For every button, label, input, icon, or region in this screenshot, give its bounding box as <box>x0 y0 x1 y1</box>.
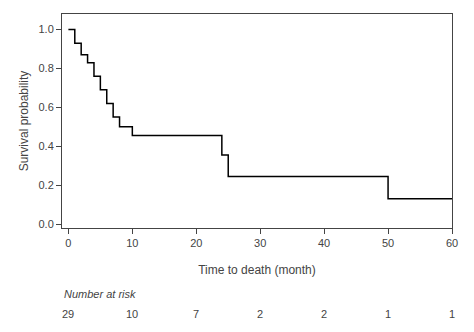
svg-text:0: 0 <box>65 237 71 249</box>
svg-text:50: 50 <box>382 237 394 249</box>
svg-text:0.6: 0.6 <box>39 101 54 113</box>
svg-text:10: 10 <box>126 308 138 320</box>
svg-text:Number at risk: Number at risk <box>64 288 136 300</box>
svg-text:0.2: 0.2 <box>39 179 54 191</box>
svg-text:Time to death (month): Time to death (month) <box>198 263 316 277</box>
svg-text:1: 1 <box>385 308 391 320</box>
svg-text:10: 10 <box>126 237 138 249</box>
svg-text:Survival probability: Survival probability <box>17 71 31 172</box>
svg-text:29: 29 <box>62 308 74 320</box>
svg-text:0.4: 0.4 <box>39 140 54 152</box>
svg-text:7: 7 <box>193 308 199 320</box>
svg-text:0.0: 0.0 <box>39 218 54 230</box>
svg-text:20: 20 <box>190 237 202 249</box>
svg-text:1: 1 <box>449 308 455 320</box>
svg-text:2: 2 <box>321 308 327 320</box>
svg-text:1.0: 1.0 <box>39 23 54 35</box>
svg-text:0.8: 0.8 <box>39 62 54 74</box>
svg-text:40: 40 <box>318 237 330 249</box>
svg-text:30: 30 <box>254 237 266 249</box>
svg-text:2: 2 <box>257 308 263 320</box>
svg-text:60: 60 <box>446 237 458 249</box>
